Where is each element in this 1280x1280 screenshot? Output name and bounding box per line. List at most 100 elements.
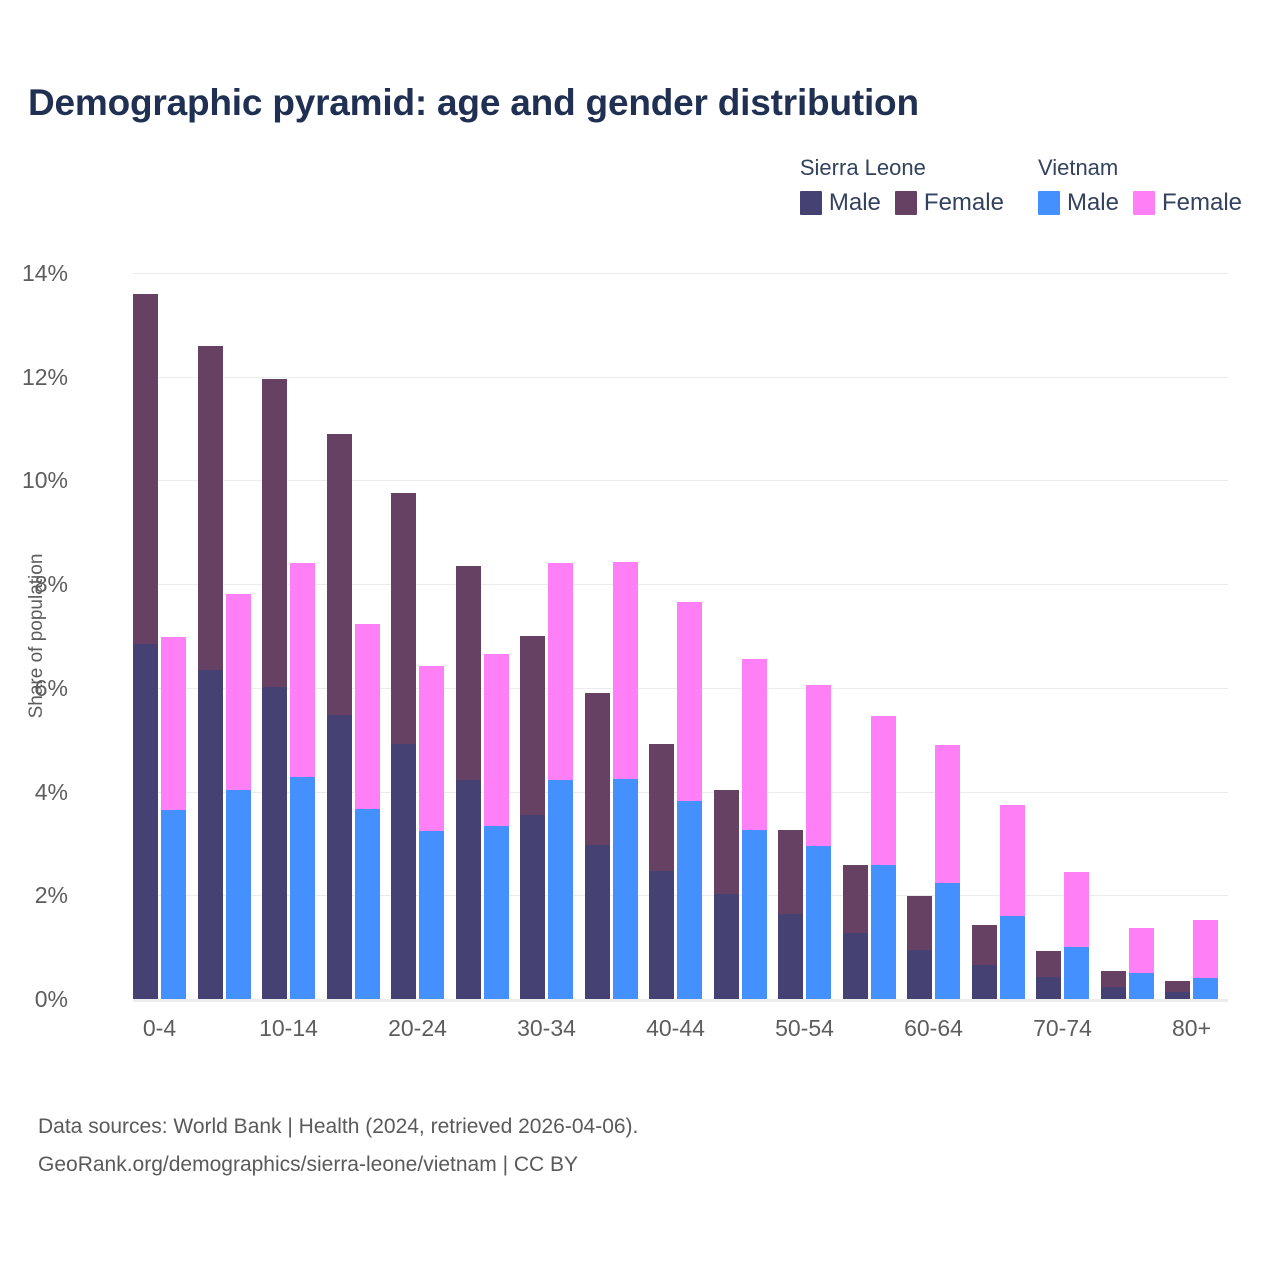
bar-segment[interactable] — [935, 745, 960, 884]
bar-segment[interactable] — [907, 896, 932, 951]
bar-segment[interactable] — [1064, 871, 1089, 947]
bar-segment[interactable] — [483, 654, 509, 826]
legend-item-sierra-leone-male[interactable]: Male — [799, 189, 881, 217]
bar-segment[interactable] — [649, 870, 674, 999]
bar-segment[interactable] — [677, 601, 702, 802]
legend-label: Female — [1161, 189, 1242, 216]
bar-segment[interactable] — [548, 779, 573, 999]
bar-segment[interactable] — [870, 864, 896, 999]
bar-segment[interactable] — [290, 562, 315, 777]
bar-group — [778, 273, 831, 999]
bar-segment[interactable] — [197, 669, 223, 999]
gridline — [133, 480, 1228, 482]
bar-segment[interactable] — [548, 562, 573, 780]
bar-segment[interactable] — [326, 434, 352, 715]
bar-segment[interactable] — [806, 684, 831, 846]
bar-group — [1100, 273, 1154, 999]
bar-segment[interactable] — [778, 829, 803, 915]
bar-segment[interactable] — [999, 805, 1025, 917]
bar-segment[interactable] — [649, 744, 674, 871]
bar-segment[interactable] — [262, 378, 287, 687]
y-axis-tick-label: 12% — [21, 363, 68, 390]
bar-segment[interactable] — [354, 809, 380, 999]
bar-segment[interactable] — [419, 830, 444, 999]
bar-segment[interactable] — [262, 686, 287, 999]
bar-segment[interactable] — [225, 790, 251, 999]
bar-segment[interactable] — [778, 914, 803, 999]
bar-segment[interactable] — [354, 623, 380, 810]
bar-segment[interactable] — [161, 809, 186, 999]
bar-segment[interactable] — [935, 883, 960, 999]
bar-segment[interactable] — [455, 566, 481, 781]
bar-segment[interactable] — [971, 964, 997, 999]
bar-segment[interactable] — [161, 636, 186, 810]
bar-segment[interactable] — [197, 346, 223, 670]
bar-segment[interactable] — [133, 643, 158, 999]
legend-swatch-icon — [799, 191, 822, 215]
bar-segment[interactable] — [741, 658, 767, 830]
bar-segment[interactable] — [391, 743, 416, 999]
bar-group — [520, 273, 573, 999]
bar-segment[interactable] — [842, 864, 868, 934]
x-axis-tick-label: 10-14 — [259, 1015, 318, 1041]
bar-segment[interactable] — [1064, 946, 1089, 999]
legend-group-sierra-leone: Sierra Leone Male Female — [799, 155, 1004, 217]
y-axis-tick-label: 14% — [21, 260, 68, 286]
bar-group — [907, 273, 960, 999]
bar-segment[interactable] — [1193, 978, 1218, 999]
bar-segment[interactable] — [290, 776, 315, 999]
bar-segment[interactable] — [1036, 951, 1061, 978]
bar-segment[interactable] — [1165, 980, 1190, 993]
legend-group-title: Vietnam — [1037, 155, 1119, 180]
bar-segment[interactable] — [842, 933, 868, 999]
bar-segment[interactable] — [584, 693, 610, 845]
y-axis-tick-label: 0% — [34, 986, 68, 1012]
bar-segment[interactable] — [1165, 992, 1190, 999]
bar-segment[interactable] — [225, 594, 251, 791]
bar-segment[interactable] — [1128, 927, 1154, 974]
bar-segment[interactable] — [870, 715, 896, 865]
bar-segment[interactable] — [612, 779, 638, 999]
bar-segment[interactable] — [520, 815, 545, 999]
bar-segment[interactable] — [713, 894, 739, 999]
bar-segment[interactable] — [713, 790, 739, 895]
x-axis-tick-label: 80+ — [1171, 1015, 1211, 1041]
legend-swatch-icon — [1132, 191, 1155, 215]
bar-group — [455, 273, 509, 999]
legend-label: Male — [1066, 189, 1119, 216]
x-axis-tick-label: 60-64 — [904, 1015, 963, 1041]
legend-item-vietnam-male[interactable]: Male — [1037, 189, 1119, 217]
y-axis-tick-label: 8% — [34, 571, 68, 598]
bar-segment[interactable] — [971, 925, 997, 965]
bar-segment[interactable] — [1128, 973, 1154, 999]
bar-segment[interactable] — [1193, 919, 1218, 979]
bar-segment[interactable] — [806, 845, 831, 999]
bar-segment[interactable] — [677, 801, 702, 999]
legend-item-vietnam-female[interactable]: Female — [1132, 189, 1242, 217]
bar-segment[interactable] — [483, 825, 509, 999]
bar-segment[interactable] — [1100, 987, 1126, 999]
bar-segment[interactable] — [741, 829, 767, 999]
bar-segment[interactable] — [907, 950, 932, 999]
bar-segment[interactable] — [419, 666, 444, 831]
footer-attribution: GeoRank.org/demographics/sierra-leone/vi… — [38, 1153, 579, 1176]
y-axis-tick-label: 10% — [21, 467, 68, 494]
bar-segment[interactable] — [1036, 977, 1061, 999]
bar-group — [1036, 273, 1089, 999]
bar-segment[interactable] — [133, 293, 158, 644]
bar-segment[interactable] — [520, 635, 545, 816]
bar-group — [649, 273, 702, 999]
bar-segment[interactable] — [999, 916, 1025, 999]
bar-segment[interactable] — [1100, 971, 1126, 988]
legend-item-sierra-leone-female[interactable]: Female — [894, 189, 1004, 217]
bar-segment[interactable] — [391, 493, 416, 744]
bar-group — [1165, 273, 1218, 999]
bar-segment[interactable] — [612, 562, 638, 780]
bar-group — [842, 273, 896, 999]
bar-segment[interactable] — [455, 780, 481, 999]
bar-segment[interactable] — [326, 714, 352, 999]
bar-segment[interactable] — [584, 844, 610, 999]
legend-entries: Male Female — [1037, 189, 1242, 217]
gridline — [133, 376, 1228, 378]
